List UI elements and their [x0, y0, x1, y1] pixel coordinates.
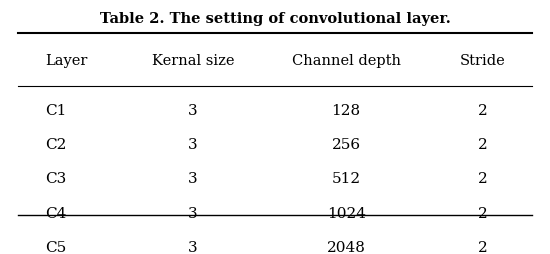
- Text: 3: 3: [188, 104, 198, 118]
- Text: 128: 128: [332, 104, 361, 118]
- Text: 256: 256: [332, 138, 361, 152]
- Text: 2: 2: [478, 104, 488, 118]
- Text: C4: C4: [45, 207, 67, 220]
- Text: C3: C3: [45, 172, 67, 186]
- Text: 2048: 2048: [327, 241, 366, 254]
- Text: Table 2. The setting of convolutional layer.: Table 2. The setting of convolutional la…: [100, 12, 450, 26]
- Text: 2: 2: [478, 138, 488, 152]
- Text: 3: 3: [188, 138, 198, 152]
- Text: 3: 3: [188, 207, 198, 220]
- Text: 512: 512: [332, 172, 361, 186]
- Text: 3: 3: [188, 172, 198, 186]
- Text: 2: 2: [478, 241, 488, 254]
- Text: Channel depth: Channel depth: [292, 54, 400, 68]
- Text: C2: C2: [45, 138, 67, 152]
- Text: 2: 2: [478, 207, 488, 220]
- Text: 2: 2: [478, 172, 488, 186]
- Text: Stride: Stride: [460, 54, 506, 68]
- Text: C1: C1: [45, 104, 67, 118]
- Text: Kernal size: Kernal size: [152, 54, 234, 68]
- Text: 3: 3: [188, 241, 198, 254]
- Text: 1024: 1024: [327, 207, 366, 220]
- Text: C5: C5: [45, 241, 67, 254]
- Text: Layer: Layer: [45, 54, 87, 68]
